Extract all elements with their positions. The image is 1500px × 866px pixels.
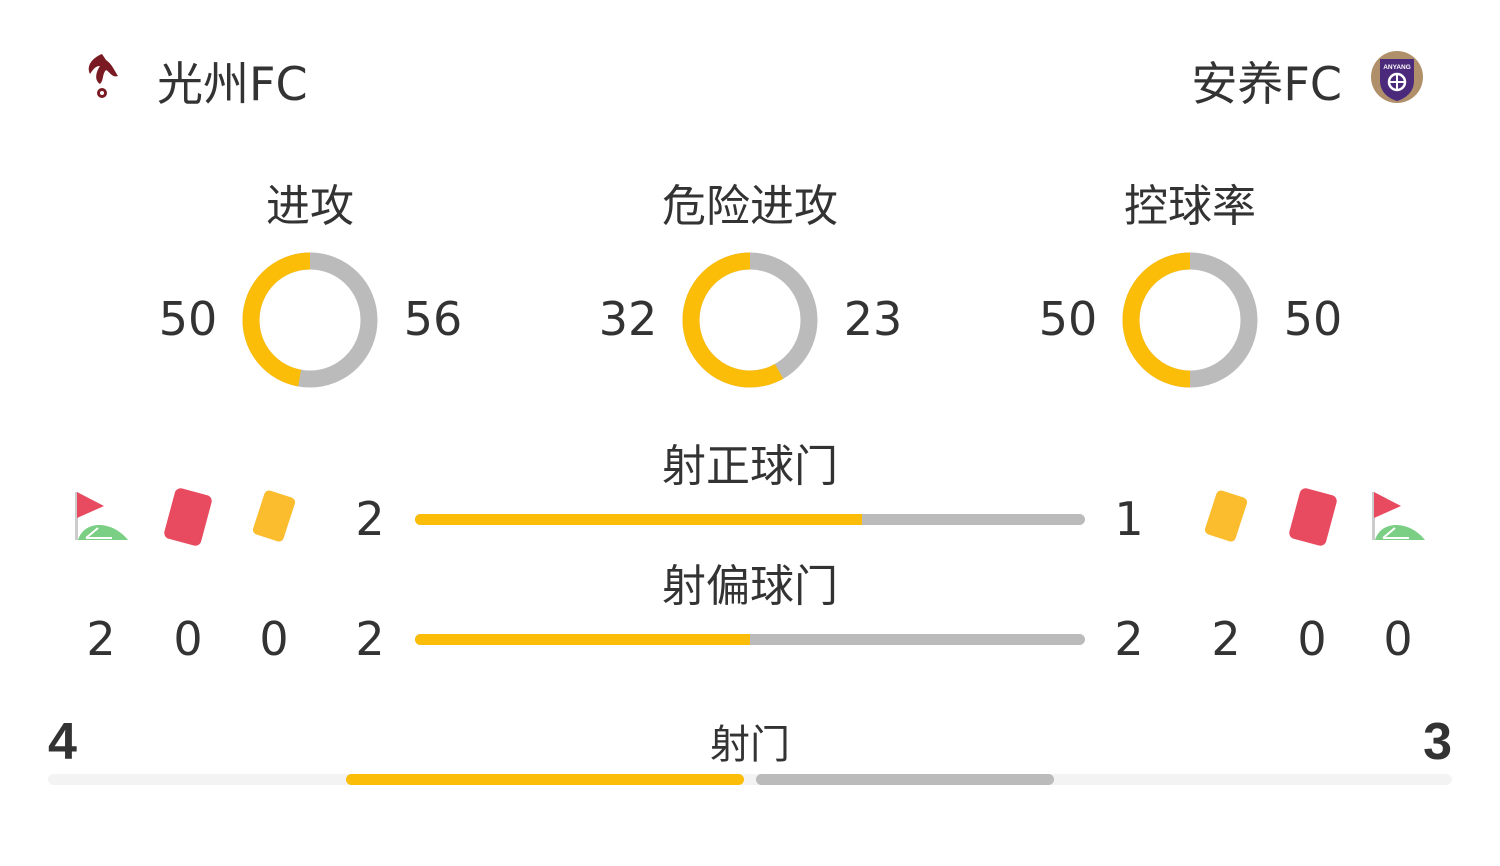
donut-chart [1122,252,1258,388]
away-red-cards: 0 [1297,612,1327,666]
donut-home-arc [682,252,818,388]
shots-on-target-title: 射正球门 [662,441,838,492]
donut-title: 控球率 [1124,181,1256,232]
donut-home-arc [242,252,378,388]
home-red-cards: 0 [173,612,203,666]
donut-home-value: 50 [158,292,218,346]
total-shots-away-bar [756,774,1055,785]
home-team-logo [82,50,122,100]
yellow-card-icon [1204,490,1248,542]
away-logo-text: ANYANG [1383,64,1411,71]
donut-home-value: 32 [598,292,658,346]
donut-away-value: 56 [403,292,463,346]
away-corners: 0 [1383,612,1413,666]
donut-away-value: 50 [1283,292,1343,346]
donut-title: 危险进攻 [662,181,838,232]
donut-home-value: 50 [1038,292,1098,346]
donut-home-arc [1122,252,1258,388]
total-shots-home-bar [346,774,744,785]
donut-chart [682,252,818,388]
total-shots-track [48,774,1452,785]
corner-flag-icon [1372,492,1425,540]
shots-on-target-bar [415,514,1085,525]
away-team-logo: ANYANG [1368,45,1426,105]
donut-away-value: 23 [843,292,903,346]
shots-off-target-home: 2 [355,612,385,666]
away-team-name: 安养FC [1191,57,1342,111]
shots-on-target-home: 2 [355,492,385,546]
shots-on-target-away: 1 [1114,492,1144,546]
total-shots-home: 4 [48,713,77,771]
red-card-icon [164,488,212,546]
total-shots-away: 3 [1423,713,1452,771]
shots-off-target-bar [415,634,1085,645]
yellow-card-icon [252,490,296,542]
red-card-icon [1289,488,1337,546]
home-yellow-cards: 0 [259,612,289,666]
corner-flag-icon [75,492,128,540]
donut-title: 进攻 [266,181,354,232]
away-yellow-cards: 2 [1211,612,1241,666]
total-shots-title: 射门 [710,722,790,768]
shots-off-target-away: 2 [1114,612,1144,666]
donut-chart [242,252,378,388]
shots-off-target-title: 射偏球门 [662,561,838,612]
home-team-name: 光州FC [157,57,308,111]
home-corners: 2 [86,612,116,666]
